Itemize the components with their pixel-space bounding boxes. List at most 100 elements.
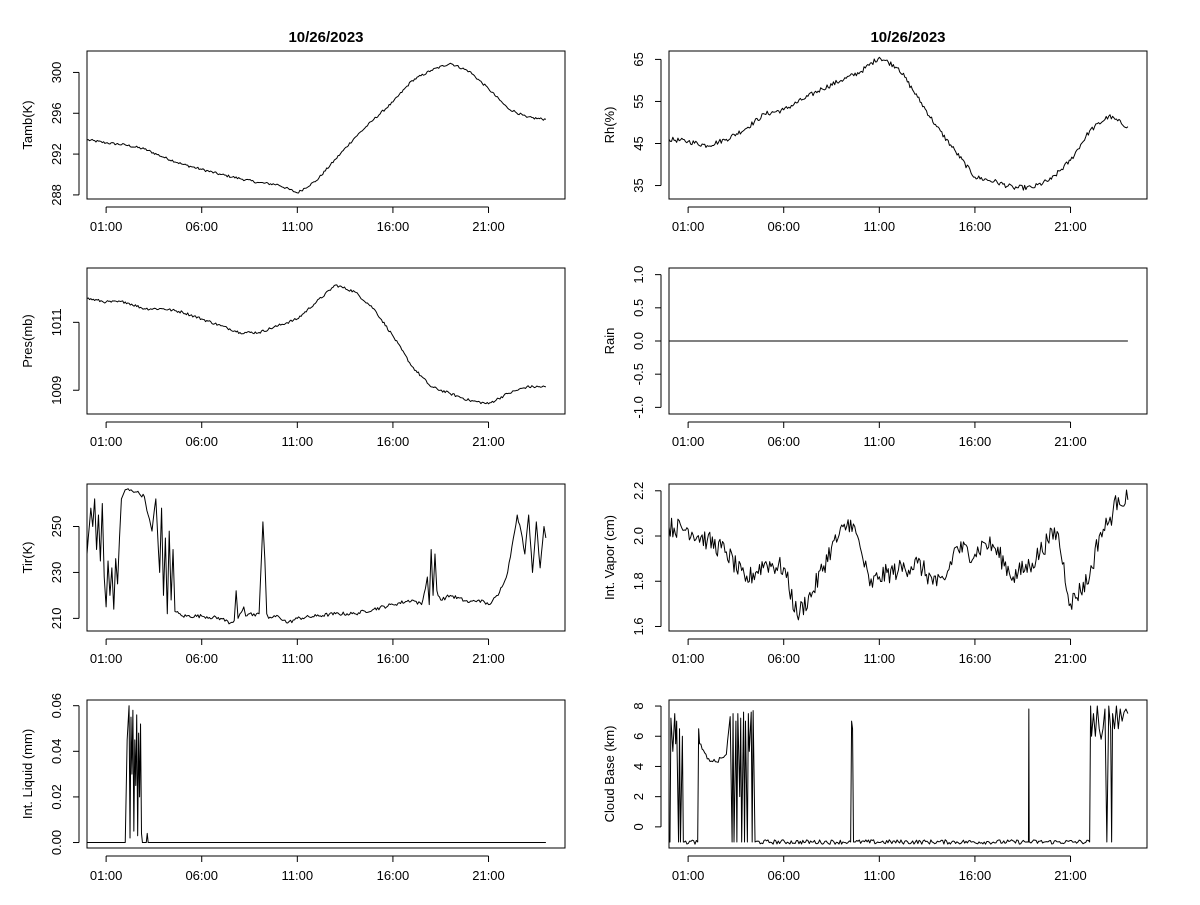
series-line-rh	[668, 56, 1129, 191]
y-tick-label: 1009	[49, 376, 64, 405]
x-tick-label: 11:00	[864, 868, 896, 883]
panel-rh: 10/26/2023 01:00 06:00 11:00 16:00 21:00 35 45 5…	[602, 29, 1148, 234]
y-axis-label: Rh(%)	[602, 107, 617, 144]
x-tick-label: 06:00	[767, 868, 800, 883]
y-tick-label: 1.6	[631, 617, 646, 635]
panel-vapor: 01:00 06:00 11:00 16:00 21:00 1.6 1.8 2.0 2.2 Int…	[602, 482, 1148, 666]
x-tick-label: 06:00	[767, 651, 800, 666]
x-tick-label: 11:00	[864, 219, 896, 234]
x-tick-label: 16:00	[959, 434, 992, 449]
x-tick-label: 21:00	[472, 868, 505, 883]
y-tick-label: 250	[49, 516, 64, 538]
x-tick-label: 06:00	[185, 434, 218, 449]
x-tick-label: 11:00	[282, 219, 314, 234]
series-line-cloudbase	[669, 705, 1129, 845]
y-tick-label: 1.0	[631, 266, 646, 284]
plot-frame	[668, 50, 1148, 200]
plot-frame	[86, 699, 566, 849]
x-tick-label: 11:00	[282, 868, 314, 883]
panel-liquid: 01:00 06:00 11:00 16:00 21:00 0.00 0.02 0.04 0.0…	[20, 693, 566, 883]
x-tick-label: 21:00	[1054, 219, 1087, 234]
y-tick-label: 45	[631, 136, 646, 150]
x-tick-label: 21:00	[1054, 434, 1087, 449]
y-tick-label: -1.0	[631, 396, 646, 418]
y-tick-label: 1.8	[631, 572, 646, 590]
plot-frame	[668, 483, 1148, 632]
panel-rain: 01:00 06:00 11:00 16:00 21:00 -1.0 -0.5 0.0 0.5 1…	[602, 266, 1148, 449]
x-tick-label: 16:00	[959, 651, 992, 666]
y-tick-label: 0.0	[631, 332, 646, 350]
y-tick-label: 300	[49, 62, 64, 84]
y-tick-label: 296	[49, 102, 64, 124]
panel-cloudbase: 01:00 06:00 11:00 16:00 21:00 0 2 4 6 8 Cloud Base…	[602, 699, 1148, 883]
x-tick-label: 21:00	[1054, 651, 1087, 666]
y-tick-label: 0.02	[49, 784, 64, 809]
x-tick-label: 11:00	[864, 434, 896, 449]
series-line-tamb	[86, 62, 547, 194]
x-tick-label: 16:00	[377, 219, 410, 234]
x-tick-label: 06:00	[185, 219, 218, 234]
y-tick-label: 2.0	[631, 527, 646, 545]
x-tick-label: 21:00	[1054, 868, 1087, 883]
x-tick-label: 01:00	[90, 651, 123, 666]
y-tick-label: 55	[631, 94, 646, 108]
x-tick-label: 16:00	[377, 434, 410, 449]
x-tick-label: 11:00	[282, 651, 314, 666]
x-tick-label: 06:00	[767, 434, 800, 449]
x-tick-label: 01:00	[672, 868, 705, 883]
x-tick-label: 01:00	[672, 219, 705, 234]
plot-frame	[86, 483, 566, 632]
y-tick-label: 0.00	[49, 830, 64, 855]
series-line-tir	[86, 488, 547, 625]
y-axis-label: Int. Liquid (mm)	[20, 729, 35, 819]
y-axis-label: Rain	[602, 328, 617, 355]
x-tick-label: 11:00	[864, 651, 896, 666]
y-tick-label: 2.2	[631, 482, 646, 500]
y-tick-label: 230	[49, 562, 64, 584]
panel-tamb: 10/26/2023 01:00 06:00 11:00 16:00 21:00 288 29…	[20, 29, 566, 234]
y-tick-label: 65	[631, 52, 646, 66]
x-tick-label: 01:00	[672, 651, 705, 666]
chart-title: 10/26/2023	[870, 29, 945, 46]
x-tick-label: 01:00	[90, 868, 123, 883]
x-tick-label: 01:00	[90, 434, 123, 449]
x-tick-label: 11:00	[282, 434, 314, 449]
chart-title: 10/26/2023	[288, 29, 363, 46]
y-axis-label: Pres(mb)	[20, 314, 35, 367]
y-tick-label: 0.04	[49, 739, 64, 764]
series-line-pres	[86, 284, 546, 405]
y-tick-label: 0.06	[49, 693, 64, 718]
plot-frame	[86, 267, 566, 415]
x-tick-label: 01:00	[672, 434, 705, 449]
y-tick-label: 6	[631, 733, 646, 740]
x-tick-label: 16:00	[959, 868, 992, 883]
x-tick-label: 01:00	[90, 219, 123, 234]
x-tick-label: 16:00	[377, 651, 410, 666]
y-tick-label: 8	[631, 702, 646, 709]
x-tick-label: 16:00	[959, 219, 992, 234]
y-tick-label: 4	[631, 763, 646, 770]
y-tick-label: 35	[631, 178, 646, 192]
x-tick-label: 06:00	[185, 868, 218, 883]
y-axis-label: Tamb(K)	[20, 100, 35, 149]
series-line-liquid	[87, 705, 546, 844]
y-tick-label: 0.5	[631, 299, 646, 317]
y-tick-label: 0	[631, 823, 646, 830]
y-tick-label: 292	[49, 143, 64, 165]
panel-pres: 01:00 06:00 11:00 16:00 21:00 1009 1011 Pres(mb…	[20, 267, 566, 449]
x-tick-label: 06:00	[767, 219, 800, 234]
panel-tir: 01:00 06:00 11:00 16:00 21:00 210 230 250 Tir(K)	[20, 483, 566, 666]
x-tick-label: 21:00	[472, 651, 505, 666]
series-line-vapor	[668, 489, 1129, 621]
plot-frame	[668, 699, 1148, 849]
y-axis-label: Cloud Base (km)	[602, 726, 617, 823]
y-tick-label: -0.5	[631, 363, 646, 385]
x-tick-label: 21:00	[472, 434, 505, 449]
x-tick-label: 06:00	[185, 651, 218, 666]
plot-frame	[86, 50, 566, 200]
x-tick-label: 16:00	[377, 868, 410, 883]
y-tick-label: 2	[631, 793, 646, 800]
y-tick-label: 1011	[49, 308, 64, 336]
